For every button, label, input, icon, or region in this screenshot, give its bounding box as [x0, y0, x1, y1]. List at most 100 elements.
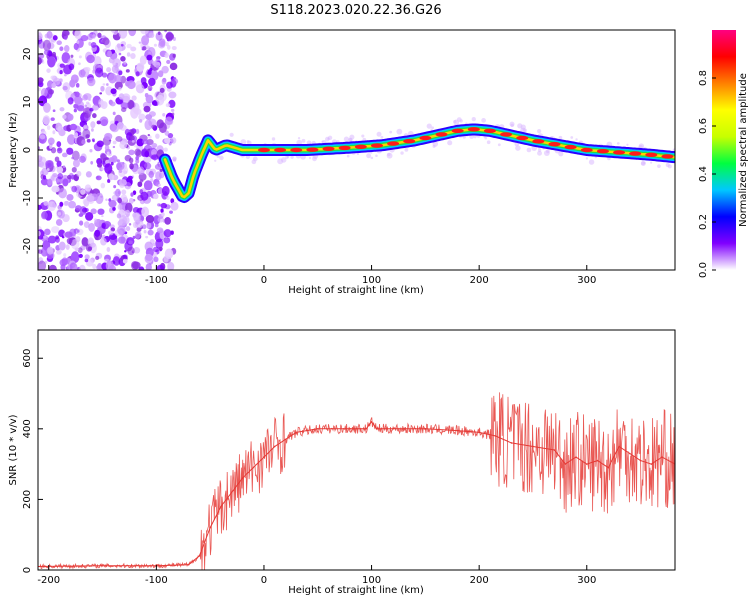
x-tick-label: 300 — [577, 575, 596, 586]
noise-blob — [101, 119, 108, 127]
noise-blob — [130, 46, 137, 52]
ridge-peak — [387, 141, 400, 146]
noise-blob — [49, 144, 53, 149]
noise-blob — [46, 68, 51, 73]
noise-blob — [145, 114, 153, 120]
noise-blob — [66, 134, 76, 145]
noise-blob — [120, 194, 128, 204]
noise-blob — [160, 208, 164, 213]
noise-blob — [171, 46, 177, 51]
noise-blob — [146, 222, 152, 229]
noise-blob — [96, 120, 101, 125]
noise-blob — [110, 227, 116, 232]
noise-blob — [114, 188, 121, 197]
noise-blob — [78, 62, 81, 66]
snr-point — [456, 429, 459, 432]
snr-point — [101, 564, 104, 567]
noise-blob — [92, 104, 100, 111]
noise-blob — [118, 179, 127, 186]
spectrogram-marks — [38, 30, 675, 270]
snr-point — [607, 466, 610, 469]
ridge-halo — [453, 119, 460, 126]
noise-blob — [169, 210, 173, 214]
noise-blob — [119, 214, 128, 226]
noise-blob — [114, 74, 122, 83]
noise-blob — [108, 173, 115, 181]
ridge-peak — [338, 145, 351, 151]
noise-blob — [47, 201, 56, 212]
noise-blob — [68, 200, 77, 209]
snr-point — [241, 477, 244, 480]
ridge-halo — [301, 138, 306, 143]
noise-blob — [170, 137, 177, 144]
ridge-halo — [643, 161, 646, 165]
noise-blob — [116, 43, 121, 48]
noise-blob — [112, 256, 121, 266]
noise-blob — [161, 185, 170, 196]
snr-point — [316, 428, 319, 430]
noise-blob — [57, 211, 62, 216]
noise-blob — [88, 222, 95, 232]
ridge-halo — [366, 153, 372, 159]
noise-blob — [59, 201, 64, 207]
noise-blob — [169, 62, 178, 71]
noise-blob — [162, 52, 166, 56]
noise-blob — [154, 163, 162, 170]
ridge-halo — [252, 156, 258, 162]
noise-blob — [46, 31, 53, 39]
noise-blob — [38, 160, 45, 168]
noise-blob — [90, 41, 97, 48]
y-tick-label: 10 — [22, 96, 33, 109]
noise-blob — [105, 260, 114, 270]
noise-blob — [153, 43, 157, 47]
colorbar-tick-label: 0.2 — [698, 214, 709, 230]
noise-blob — [155, 133, 160, 139]
noise-blob — [67, 97, 74, 105]
noise-blob — [58, 187, 67, 199]
y-tick-label: -20 — [22, 238, 33, 254]
ridge-halo — [537, 150, 542, 156]
noise-blob — [145, 94, 154, 104]
noise-blob — [95, 255, 100, 260]
noise-blob — [40, 128, 45, 132]
noise-blob — [113, 195, 117, 201]
x-tick-label: 200 — [470, 575, 489, 586]
ridge-halo — [585, 157, 589, 160]
noise-blob — [84, 66, 91, 73]
noise-blob — [135, 155, 139, 161]
ridge-halo — [163, 147, 168, 152]
noise-blob — [151, 124, 156, 130]
noise-blob — [40, 88, 48, 97]
noise-blob — [74, 30, 82, 40]
ridge-halo — [277, 158, 284, 165]
ridge-peak — [419, 135, 432, 141]
y-tick-label: 400 — [22, 419, 33, 438]
snr-point — [553, 449, 556, 451]
noise-blob — [42, 235, 47, 239]
noise-blob — [76, 105, 85, 112]
noise-blob — [92, 113, 97, 119]
noise-blob — [101, 222, 106, 229]
ridge-halo — [473, 135, 477, 139]
noise-blob — [126, 80, 136, 90]
noise-blob — [120, 101, 129, 110]
colorbar-gradient — [712, 30, 736, 270]
spectrogram-x-axis-label: Height of straight line (km) — [288, 285, 424, 296]
noise-blob — [135, 71, 140, 77]
noise-blob — [134, 231, 141, 239]
noise-blob — [107, 50, 112, 57]
ridge-peak — [290, 147, 303, 153]
noise-blob — [74, 91, 80, 98]
noise-blob — [70, 74, 79, 84]
snr-frame — [37, 329, 676, 571]
noise-blob — [170, 230, 174, 235]
noise-blob — [97, 32, 102, 39]
noise-blob — [133, 144, 137, 148]
noise-blob — [62, 178, 69, 187]
noise-blob — [109, 123, 117, 132]
noise-blob — [143, 105, 151, 113]
ridge-halo — [343, 136, 350, 142]
ridge-peak — [516, 135, 529, 141]
noise-blob — [99, 92, 103, 95]
noise-blob — [145, 263, 152, 270]
